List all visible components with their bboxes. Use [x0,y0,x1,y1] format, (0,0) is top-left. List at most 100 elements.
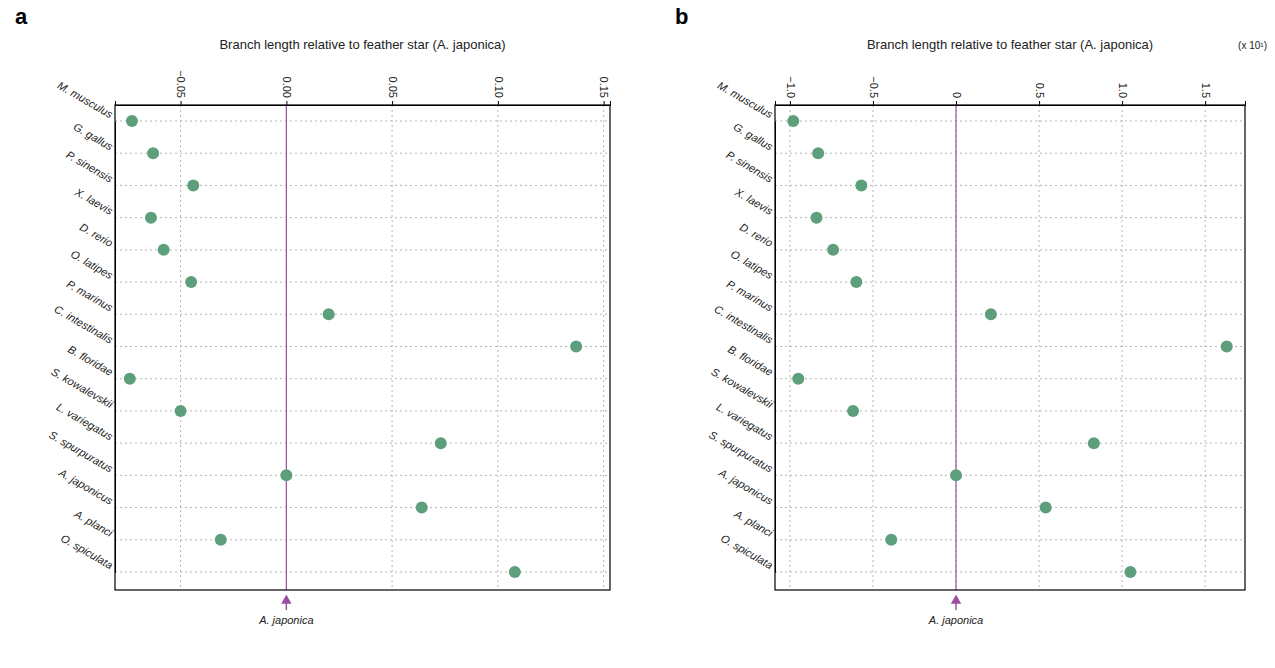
tick: A. japonicus [56,466,115,508]
category-label: S. spurpuratus [707,428,775,474]
category-label: O. spiculata [719,532,775,571]
tick: 0.00 [281,77,293,105]
tick: O. latipes [69,248,116,283]
grid-line-y [115,410,610,411]
point [811,212,823,224]
grid [775,105,1245,590]
grid-line-x [789,105,790,590]
point [147,147,159,159]
grid-line-y [775,217,1245,218]
category-label: B. floridae [726,343,775,378]
tick: M. musculus [56,79,116,122]
grid-line-x [872,105,873,590]
points [124,115,582,578]
tick: 0 [951,92,963,105]
grid-line-x [1039,105,1040,590]
tick: X. laevis [72,185,115,218]
tick: P. sinensis [64,148,115,186]
tick: P. marinus [65,278,116,315]
axis-line [775,122,776,573]
point [145,212,157,224]
point [885,534,897,546]
tick: B. floridae [66,343,115,379]
tick: C. intestinalis [712,303,775,347]
point [827,244,839,256]
grid-line-x [180,105,181,590]
tick: X. laevis [732,185,775,218]
category-label: X. laevis [732,185,775,217]
tick-mark [790,101,791,105]
category-label: O. latipes [69,248,116,282]
tick: 0.5 [1034,83,1046,105]
grid-line-y [115,475,610,476]
grid-line-y [775,539,1245,540]
point [812,147,824,159]
category-label: C. intestinalis [712,303,775,346]
tick: 1.0 [1117,83,1129,105]
tick: C. intestinalis [52,303,115,347]
tick: P. sinensis [724,148,775,186]
tick: −0.5 [868,76,880,105]
tick: 0.15 [598,77,610,105]
tick-label: −0.05 [175,70,187,98]
point [850,276,862,288]
point [435,437,447,449]
grid-line-y [115,378,610,379]
category-label: P. sinensis [64,148,115,185]
category-label: D. rerio [78,221,115,249]
tick-mark [1122,101,1123,105]
grid-line-y [775,507,1245,508]
grid-line-y [775,249,1245,250]
tick-label: 0.05 [387,77,399,98]
tick-label: −1.0 [785,76,797,98]
grid-line-y [115,507,610,508]
tick-mark [392,101,393,105]
grid-line-y [775,410,1245,411]
point [280,469,292,481]
point [215,534,227,546]
grid-line-y [775,121,1245,122]
reference-arrow [282,596,290,610]
axis-title: Branch length relative to feather star (… [219,37,505,52]
tick: O. spiculata [719,532,775,573]
tick: −0.05 [175,70,187,105]
grid-line-x [497,105,498,590]
grid-line-y [115,121,610,122]
point [847,405,859,417]
reference-label: A. japonica [258,614,313,626]
grid-line-y [775,572,1245,573]
grid-line-y [775,346,1245,347]
axis-line [776,101,1246,106]
category-label: M. musculus [716,79,776,121]
category-label: S. spurpuratus [47,428,115,474]
grid-line-y [115,249,610,250]
tick-mark [956,101,957,105]
grid-line-x [1205,105,1206,590]
grid-line-y [115,539,610,540]
tick-label: 1.0 [1117,83,1129,98]
tick: 0.10 [493,77,505,105]
tick: S. spurpuratus [707,428,775,475]
tick-label: 1.5 [1200,83,1212,98]
grid-line-x [1122,105,1123,590]
category-label: O. spiculata [59,532,115,571]
grid-line-y [775,378,1245,379]
points [787,115,1232,578]
point [175,405,187,417]
reference-line [286,105,287,590]
reference-arrow [952,596,960,610]
category-label: M. musculus [56,79,116,121]
grid-line-y [115,443,610,444]
point [855,179,867,191]
tick: G. gallus [731,120,775,153]
point [126,115,138,127]
tick: 1.5 [1200,83,1212,105]
reference-label: A. japonica [928,614,983,626]
tick: G. gallus [71,120,115,153]
panel-letter: a [15,4,28,29]
grid-line-y [115,217,610,218]
grid-line-x [392,105,393,590]
grid-line-y [775,443,1245,444]
tick-label: 0.15 [598,77,610,98]
point [124,373,136,385]
